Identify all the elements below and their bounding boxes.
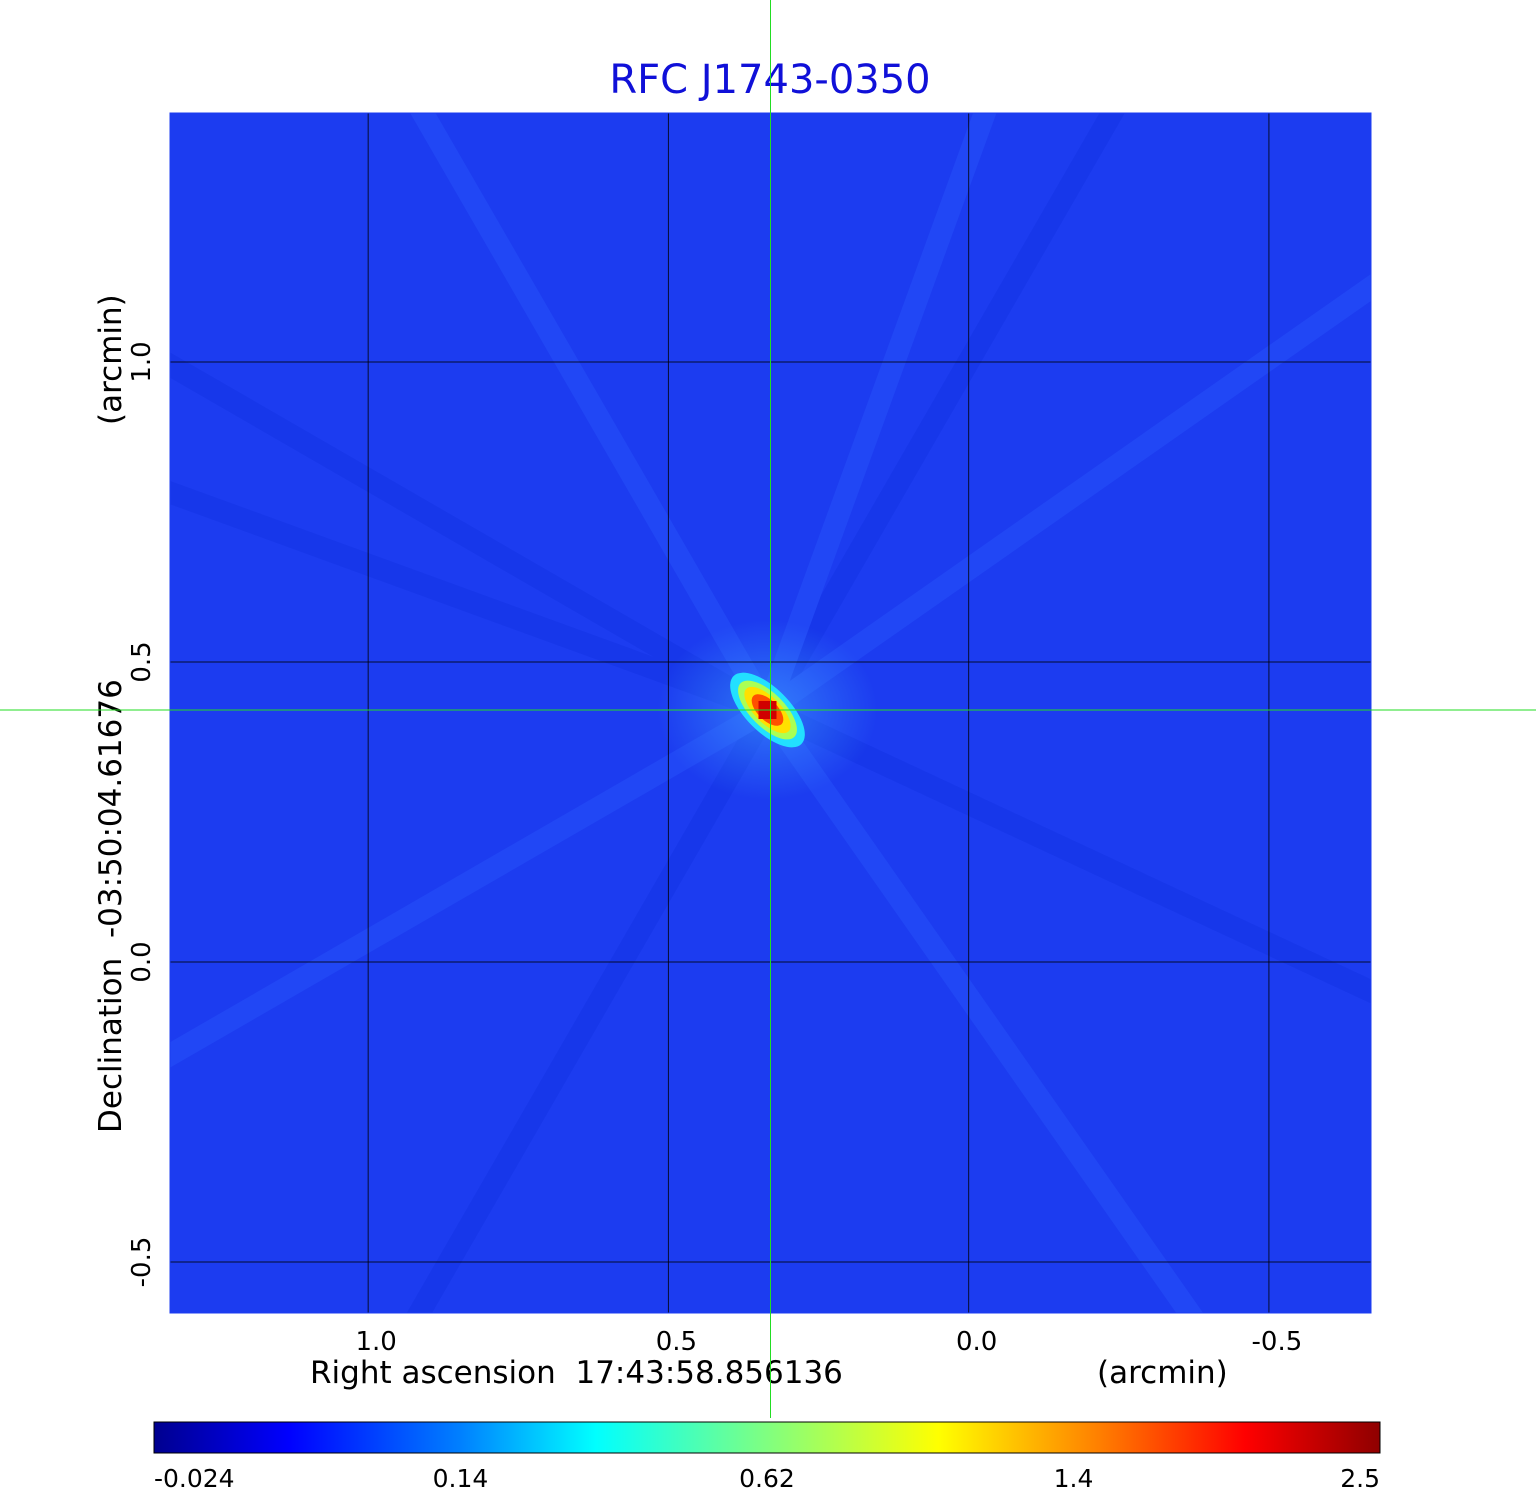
colorbar-tick-label: 0.14 (433, 1464, 489, 1493)
colorbar (153, 1421, 1381, 1454)
colorbar-tick-label: 1.4 (1054, 1464, 1094, 1493)
y-axis-unit: (arcmin) (93, 294, 129, 425)
beam-streak (170, 352, 773, 720)
colorbar-tick-labels: -0.024 0.14 0.62 1.4 2.5 (154, 1464, 1380, 1493)
beam-streak (410, 113, 778, 716)
beam-streak (170, 480, 772, 721)
beam-streak (761, 273, 1371, 720)
y-tick-label: -0.5 (127, 1237, 157, 1288)
x-tick-label: -0.5 (1252, 1327, 1303, 1357)
y-tick-labels: 1.0 0.5 0.0 -0.5 (127, 341, 157, 1287)
x-tick-labels: 1.0 0.5 0.0 -0.5 (355, 1327, 1302, 1357)
x-axis-unit: (arcmin) (1097, 1355, 1228, 1391)
y-axis-label: Declination -03:50:04.61676 (93, 679, 129, 1133)
y-tick-label: 1.0 (127, 341, 157, 382)
x-tick-label: 0.0 (956, 1327, 997, 1357)
beam-streak (406, 704, 778, 1313)
y-tick-label: 0.5 (127, 641, 157, 682)
beam-streak (757, 113, 1125, 716)
crosshair (0, 0, 1536, 1418)
x-axis-label: Right ascension 17:43:58.856136 (310, 1355, 843, 1391)
beam-streak (762, 700, 1371, 1004)
colorbar-tick-label: 0.62 (739, 1464, 795, 1493)
x-tick-label: 1.0 (355, 1327, 396, 1357)
y-tick-label: 0.0 (127, 941, 157, 982)
colorbar-tick-label: 2.5 (1340, 1464, 1380, 1493)
x-tick-label: 0.5 (656, 1327, 697, 1357)
beam-streak (758, 703, 1204, 1313)
beam-streak (170, 700, 773, 1068)
beam-streak (757, 113, 997, 714)
colorbar-tick-label: -0.024 (154, 1464, 235, 1493)
